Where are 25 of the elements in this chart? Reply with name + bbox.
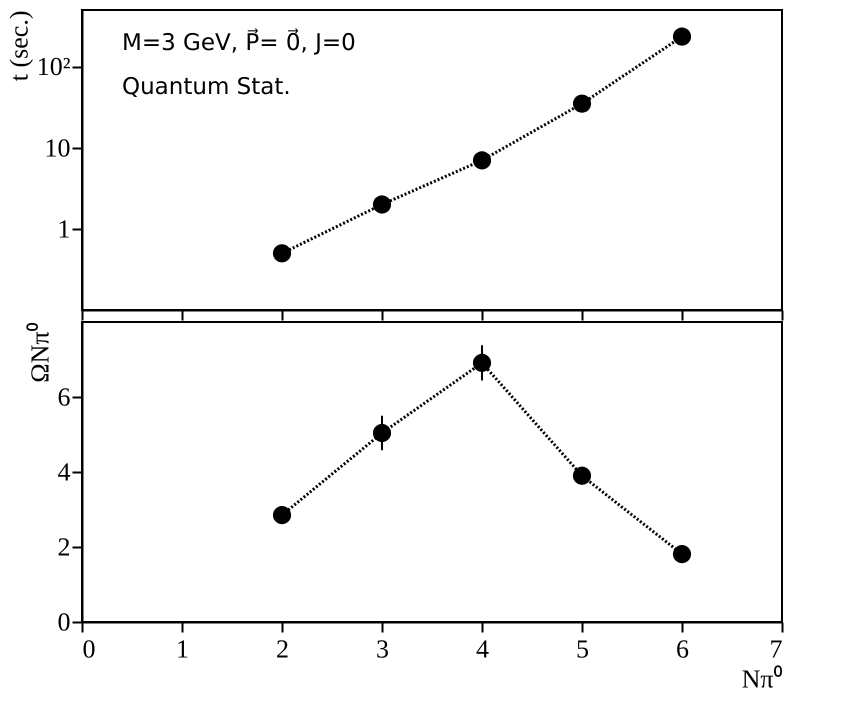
y-tick-label: 4	[58, 458, 70, 486]
y-tick-label: 10	[44, 133, 70, 162]
y-tick-label: 0	[58, 608, 70, 636]
annotation: Quantum Stat.	[122, 74, 291, 100]
x-tick-label: 6	[676, 634, 689, 664]
point	[472, 151, 492, 170]
x-tick-label: 5	[576, 634, 589, 664]
x-tick-label: 7	[770, 634, 782, 664]
annotation: M=3 GeV, P⃗= 0⃗, J=0	[122, 28, 356, 56]
x-tick-label: 2	[276, 634, 289, 664]
x-tick-label: 4	[476, 634, 489, 664]
y-tick-label: 1	[58, 214, 70, 244]
point	[372, 195, 392, 214]
y-tick-label: 10²	[36, 52, 71, 82]
y-axis-title: t (sec.)	[4, 10, 34, 82]
y-tick-label: 2	[58, 532, 70, 562]
point	[672, 28, 692, 46]
y-axis-title: ΩNπ⁰	[26, 322, 54, 383]
x-tick-label: 3	[376, 634, 389, 664]
x-axis-title: Nπ⁰	[742, 664, 782, 694]
y-tick-label: 6	[58, 382, 70, 412]
point	[572, 94, 592, 113]
x-tick-label: 1	[176, 634, 189, 664]
point	[272, 244, 292, 262]
x-tick-label: 0	[82, 634, 96, 664]
